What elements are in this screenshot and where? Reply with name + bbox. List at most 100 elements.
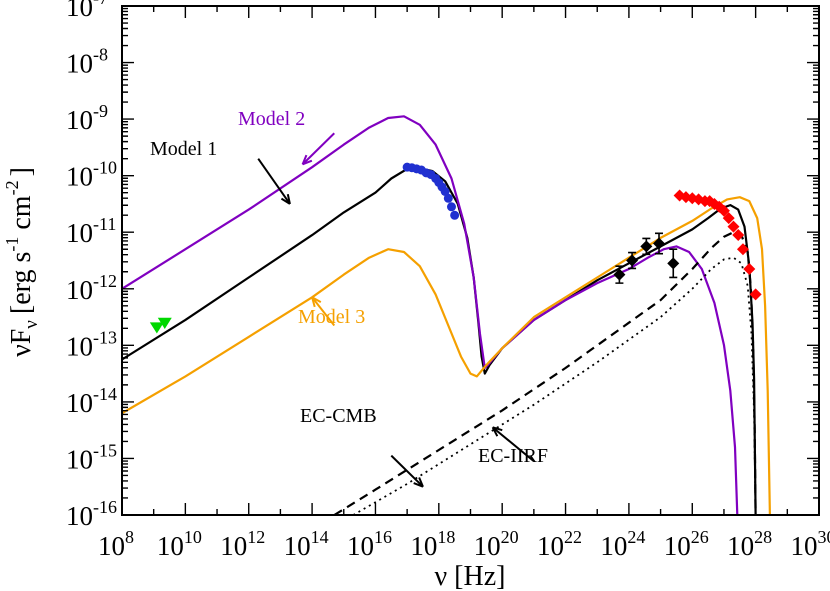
curves-layer	[122, 115, 771, 515]
y-tick-exponent: -8	[93, 45, 108, 65]
annotation-arrowhead-ec-cmb	[413, 477, 424, 488]
data-point-vhe-data	[717, 204, 730, 217]
y-tick-label: 10-7	[66, 0, 108, 22]
x-tick-label: 108	[98, 527, 134, 561]
x-tick-base: 10	[410, 531, 437, 561]
data-point-optical-x-ray-data	[446, 202, 456, 212]
data-point-radio-upper-limits	[157, 317, 172, 330]
x-tick-base: 10	[157, 531, 184, 561]
x-tick-base: 10	[791, 531, 818, 561]
data-point-fermi-lat-data	[653, 237, 666, 250]
x-tick-exponent: 20	[501, 527, 519, 547]
y-tick-exponent: -10	[93, 158, 117, 178]
x-tick-label: 1012	[220, 527, 265, 561]
y-axis-title-unit-mid: cm	[6, 195, 37, 236]
data-point-vhe-data	[749, 288, 762, 301]
x-tick-exponent: 26	[691, 527, 709, 547]
annotation-arrowhead-model-2	[301, 154, 313, 166]
y-tick-base: 10	[66, 49, 93, 79]
data-point-vhe-data	[736, 243, 749, 256]
x-tick-exponent: 10	[184, 527, 202, 547]
x-tick-base: 10	[727, 531, 754, 561]
x-tick-base: 10	[284, 531, 311, 561]
x-tick-exponent: 8	[125, 527, 134, 547]
x-tick-label: 1026	[664, 527, 709, 561]
x-tick-base: 10	[98, 531, 125, 561]
y-tick-base: 10	[66, 388, 93, 418]
y-axis-title-close: ]	[6, 167, 37, 176]
x-tick-label: 1016	[347, 527, 392, 561]
y-tick-exponent: -9	[93, 101, 108, 121]
data-point-vhe-data	[722, 212, 735, 225]
y-tick-exponent: -15	[93, 440, 117, 460]
y-tick-label: 10-13	[66, 327, 117, 361]
y-tick-base: 10	[66, 162, 93, 192]
data-point-vhe-data	[732, 229, 745, 242]
annotations-layer: Model 1 Model 2 Model 3 EC-CMB EC-IIRF	[150, 108, 548, 488]
y-axis-title-exp2: -2	[2, 180, 22, 195]
x-tick-exponent: 28	[754, 527, 772, 547]
annotation-arrow-model-1	[257, 158, 291, 205]
x-tick-base: 10	[537, 531, 564, 561]
y-tick-label: 10-10	[66, 158, 117, 192]
data-point-fermi-lat-data	[613, 268, 626, 281]
y-axis-title-unit: [erg s	[6, 252, 37, 314]
x-tick-base: 10	[474, 531, 501, 561]
y-tick-base: 10	[66, 501, 93, 531]
y-tick-base: 10	[66, 275, 93, 305]
x-tick-base: 10	[220, 531, 247, 561]
y-tick-exponent: -11	[93, 214, 116, 234]
x-tick-exponent: 12	[247, 527, 265, 547]
x-tick-label: 1018	[410, 527, 455, 561]
x-axis-title: ν [Hz]	[435, 561, 506, 591]
y-tick-label: 10-9	[66, 101, 108, 135]
y-tick-base: 10	[66, 105, 93, 135]
annotation-label-model-2: Model 2	[238, 108, 305, 130]
y-tick-exponent: -12	[93, 271, 117, 291]
series-line-ec-cmb	[333, 231, 757, 515]
y-tick-label: 10-12	[66, 271, 117, 305]
x-tick-base: 10	[347, 531, 374, 561]
x-tick-exponent: 30	[818, 527, 830, 547]
x-tick-exponent: 14	[311, 527, 329, 547]
y-tick-base: 10	[66, 331, 93, 361]
annotation-arrow-model-2	[301, 132, 335, 166]
x-tick-exponent: 24	[627, 527, 645, 547]
y-tick-label: 10-14	[66, 384, 117, 418]
y-tick-base: 10	[66, 218, 93, 248]
y-tick-labels: 10-710-810-910-1010-1110-1210-1310-1410-…	[66, 0, 117, 531]
y-axis-title-main: νF	[6, 329, 37, 357]
x-tick-labels: 108 1010 1012 1014 1016 1018 1020 1022 1024 1026 1…	[98, 527, 830, 561]
annotation-arrow-ec-cmb	[390, 454, 424, 488]
y-tick-base: 10	[66, 0, 93, 22]
axis-ticks	[121, 5, 820, 516]
series-line-model-2	[122, 115, 739, 515]
y-tick-exponent: -14	[93, 384, 117, 404]
x-tick-exponent: 18	[437, 527, 455, 547]
annotation-arrowhead-ec-iirf	[491, 426, 503, 437]
x-tick-base: 10	[600, 531, 627, 561]
annotation-label-model-1: Model 1	[150, 138, 217, 160]
data-point-vhe-data	[743, 262, 756, 275]
x-tick-label: 1014	[284, 527, 329, 561]
observations-layer	[149, 162, 762, 334]
annotation-arrowhead-model-3	[311, 296, 322, 308]
x-tick-label: 1010	[157, 527, 202, 561]
x-tick-exponent: 16	[374, 527, 392, 547]
series-line-model-3	[122, 196, 771, 515]
x-tick-exponent: 22	[564, 527, 582, 547]
data-point-optical-x-ray-data	[443, 193, 453, 203]
y-tick-exponent: -13	[93, 327, 117, 347]
data-point-fermi-lat-data	[640, 240, 653, 253]
data-point-optical-x-ray-data	[450, 210, 460, 220]
x-tick-label: 1030	[791, 527, 830, 561]
annotation-arrowhead-model-1	[280, 193, 291, 205]
y-tick-label: 10-16	[66, 497, 117, 531]
data-point-fermi-lat-data	[667, 257, 680, 270]
y-tick-label: 10-15	[66, 440, 117, 474]
y-tick-label: 10-8	[66, 45, 108, 79]
annotation-label-ec-iirf: EC-IIRF	[478, 445, 548, 467]
x-tick-label: 1022	[537, 527, 582, 561]
y-axis-title: νFν [erg s-1 cm-2]	[2, 167, 42, 357]
x-tick-label: 1028	[727, 527, 772, 561]
